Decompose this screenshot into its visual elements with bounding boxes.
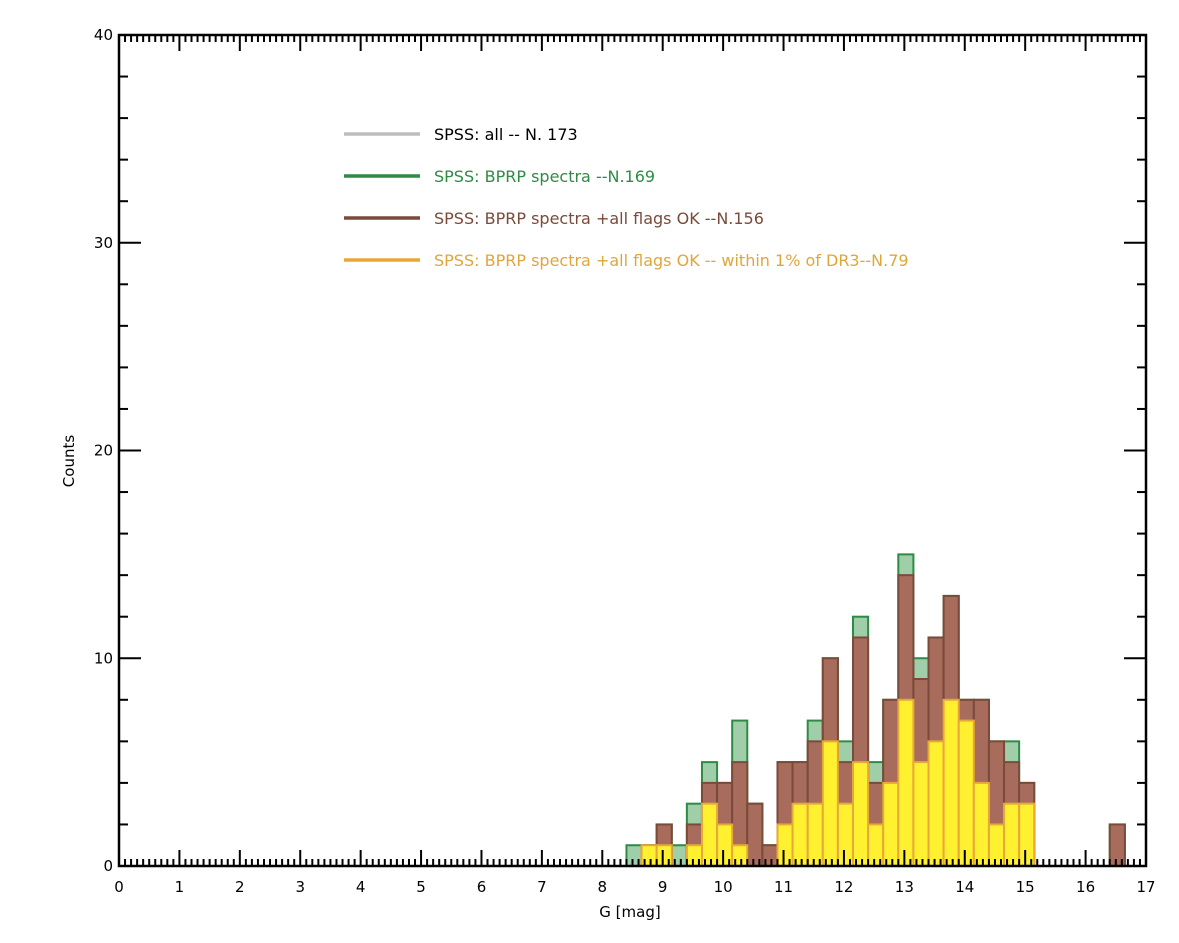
x-tick-label: 17 (1136, 878, 1155, 896)
y-tick-label: 0 (103, 857, 113, 875)
legend: SPSS: all -- N. 173 SPSS: BPRP spectra --… (344, 125, 909, 270)
bar-s3-bin12 (806, 802, 824, 867)
bar-s3-bin23 (972, 781, 990, 868)
bar-s3-bin13 (821, 740, 839, 867)
bar-s3-bin11 (791, 802, 809, 867)
y-tick-label: 10 (94, 649, 113, 667)
x-tick-label: 2 (235, 878, 245, 896)
x-tick-label: 10 (714, 878, 733, 896)
y-tick-label: 20 (94, 442, 113, 460)
bar-s3-bin5 (700, 802, 719, 867)
bar-s3-bin22 (957, 719, 975, 868)
bar-s3-bin18 (897, 698, 915, 867)
y-axis-label: Counts (60, 435, 78, 488)
x-tick-label: 11 (774, 878, 793, 896)
x-tick-label: 0 (114, 878, 124, 896)
bar-s3-bin25 (1003, 802, 1021, 867)
x-tick-label: 15 (1016, 878, 1035, 896)
legend-label: SPSS: BPRP spectra +all flags OK --N.156 (434, 209, 764, 228)
y-tick-label: 30 (94, 234, 113, 252)
x-tick-label: 5 (416, 878, 426, 896)
bar-s3-bin20 (927, 740, 945, 867)
bar-s3-bin26 (1018, 802, 1036, 867)
legend-label: SPSS: BPRP spectra +all flags OK -- with… (434, 251, 909, 270)
legend-label: SPSS: all -- N. 173 (434, 125, 578, 144)
bar-s2-bin8 (746, 802, 764, 867)
x-tick-label: 14 (955, 878, 974, 896)
bar-s3-bin21 (942, 698, 960, 867)
x-axis-label: G [mag] (599, 903, 660, 921)
histogram-bars (625, 553, 1126, 868)
x-tick-label: 16 (1076, 878, 1095, 896)
y-tick-label: 40 (94, 26, 113, 44)
bar-s3-bin17 (882, 781, 900, 868)
x-tick-label: 7 (537, 878, 547, 896)
x-tick-label: 12 (834, 878, 853, 896)
x-tick-label: 13 (895, 878, 914, 896)
bar-s3-bin15 (852, 761, 870, 867)
x-tick-label: 9 (658, 878, 668, 896)
bar-s3-bin14 (836, 802, 855, 867)
axis-ticks (118, 34, 1147, 867)
x-tick-label: 1 (175, 878, 185, 896)
x-tick-label: 6 (477, 878, 487, 896)
x-tick-label: 3 (295, 878, 305, 896)
bar-s3-bin19 (912, 761, 930, 867)
legend-label: SPSS: BPRP spectra --N.169 (434, 167, 655, 186)
x-tick-label: 4 (356, 878, 366, 896)
x-tick-label: 8 (598, 878, 608, 896)
